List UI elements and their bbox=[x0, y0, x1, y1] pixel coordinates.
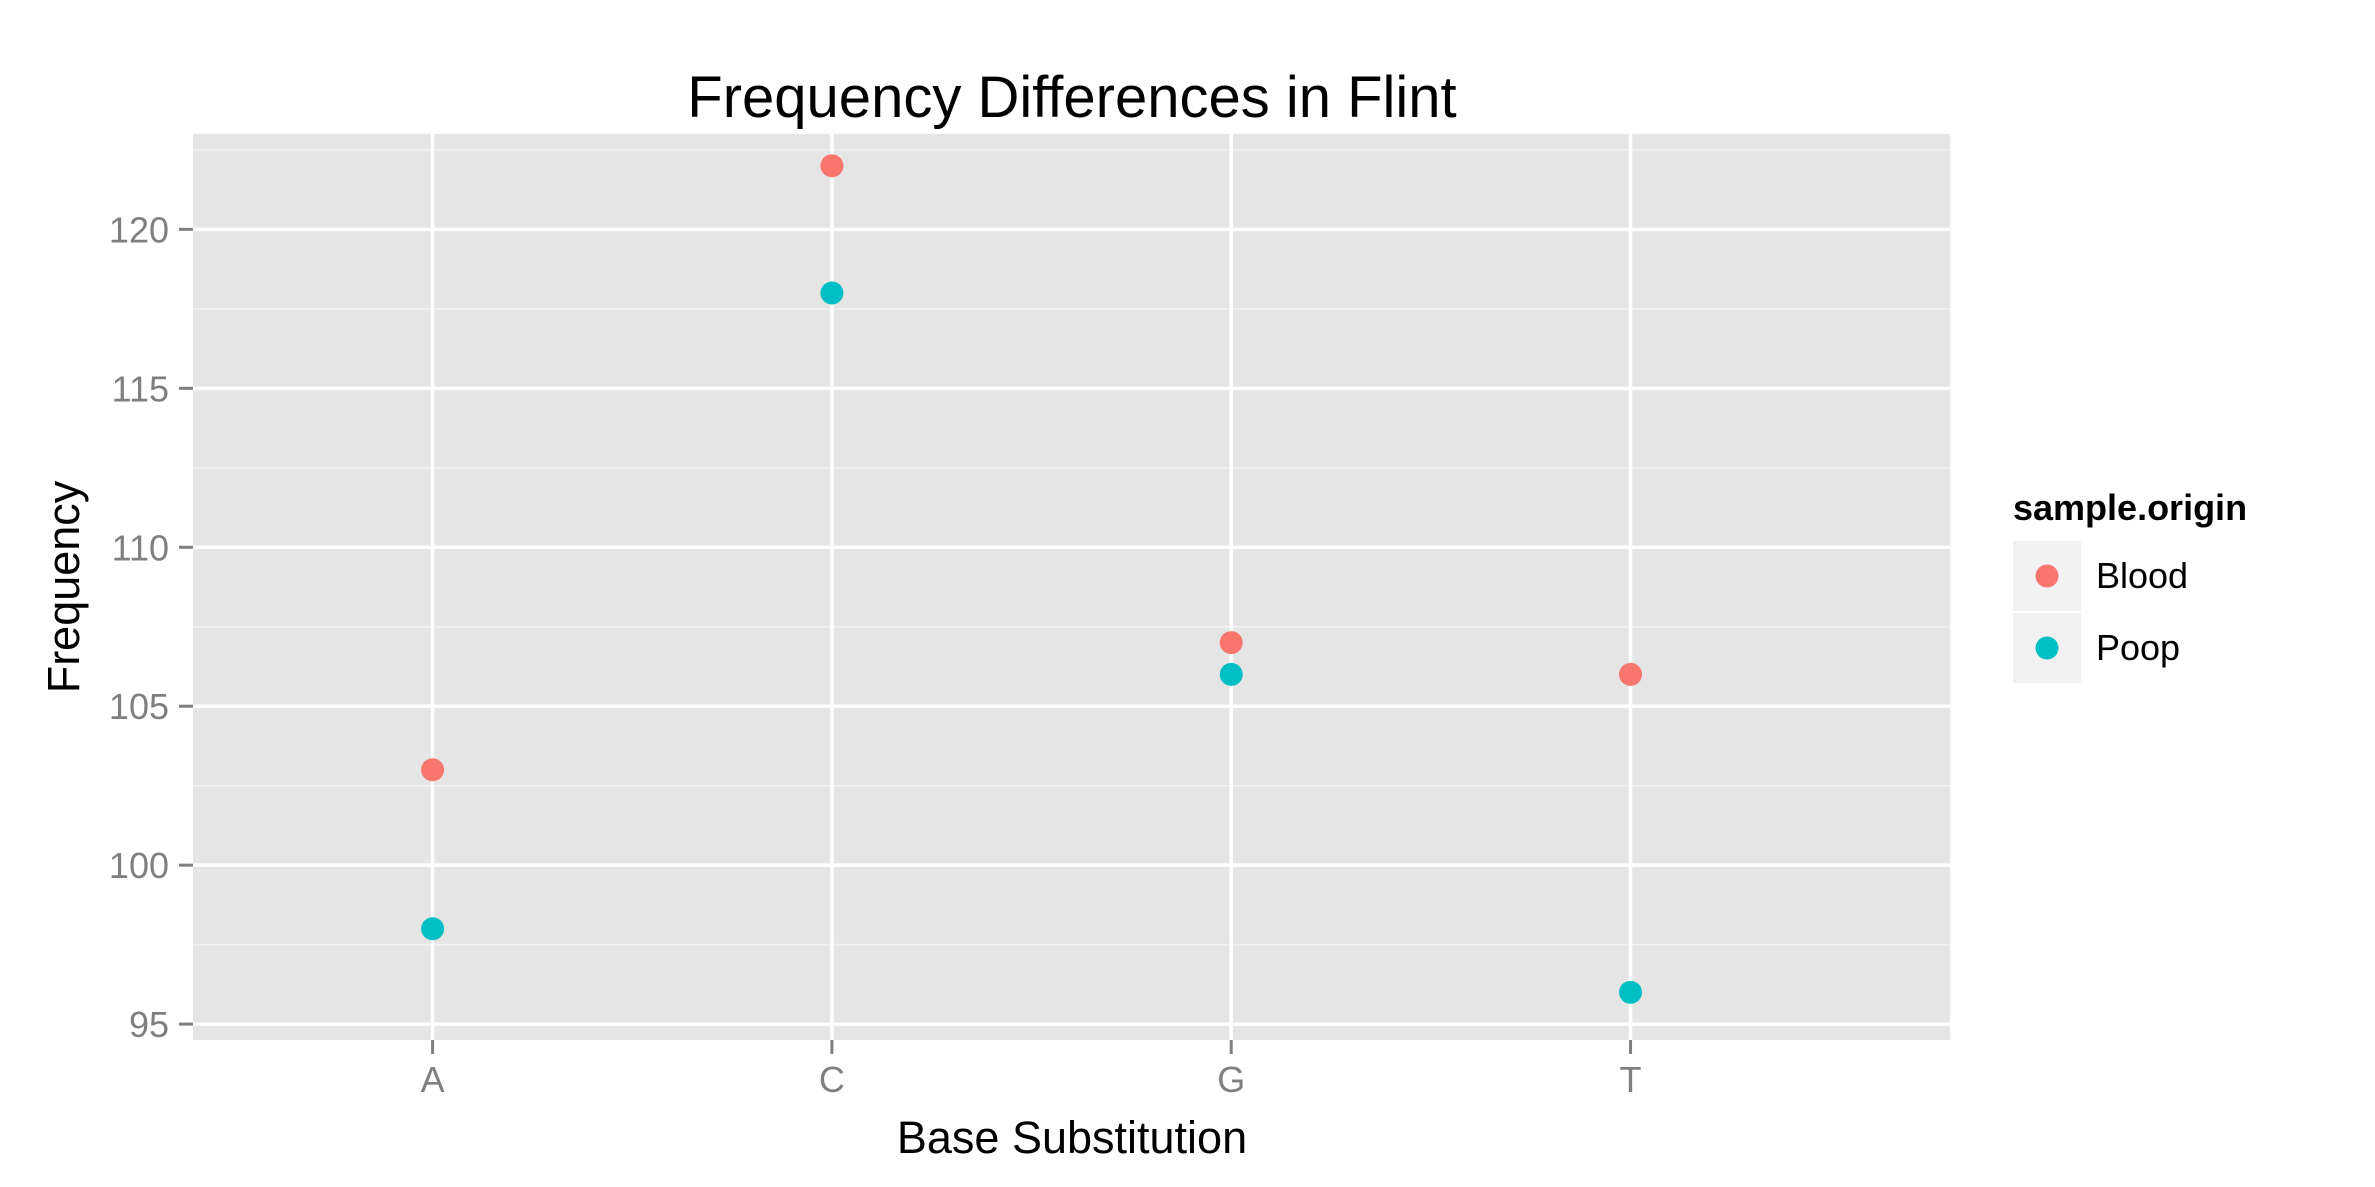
point-blood-c bbox=[820, 154, 844, 178]
major-gridlines bbox=[193, 134, 1950, 1040]
y-tick-label: 110 bbox=[112, 527, 169, 568]
x-tick-label: T bbox=[1620, 1059, 1642, 1100]
x-tick-label: A bbox=[421, 1059, 445, 1100]
point-blood-a bbox=[421, 758, 445, 782]
point-poop-a bbox=[421, 917, 445, 941]
point-poop-g bbox=[1219, 662, 1243, 686]
data-points bbox=[421, 154, 1643, 1004]
plot-panel bbox=[193, 134, 1950, 1040]
legend-key-marker bbox=[2035, 636, 2059, 660]
y-tick-label: 115 bbox=[112, 368, 169, 409]
point-poop-t bbox=[1619, 980, 1643, 1004]
y-tick-label: 105 bbox=[109, 686, 169, 727]
y-tick-label: 120 bbox=[109, 209, 169, 250]
point-blood-g bbox=[1219, 631, 1243, 655]
x-tick-label: G bbox=[1217, 1059, 1245, 1100]
point-poop-c bbox=[820, 281, 844, 305]
chart-title: Frequency Differences in Flint bbox=[687, 65, 1456, 130]
y-axis-title: Frequency bbox=[38, 480, 89, 693]
point-blood-t bbox=[1619, 662, 1643, 686]
legend: sample.origin Blood Poop bbox=[2013, 487, 2247, 683]
legend-label-blood: Blood bbox=[2096, 555, 2188, 596]
legend-key-marker bbox=[2035, 564, 2059, 588]
y-axis: 95 100 105 110 115 120 bbox=[109, 209, 193, 1045]
x-tick-label: C bbox=[819, 1059, 845, 1100]
y-tick-label: 100 bbox=[109, 845, 169, 886]
legend-title: sample.origin bbox=[2013, 487, 2247, 528]
x-axis-title: Base Substitution bbox=[897, 1112, 1247, 1163]
legend-label-poop: Poop bbox=[2096, 627, 2180, 668]
y-tick-label: 95 bbox=[129, 1004, 169, 1045]
minor-gridlines bbox=[193, 149, 1950, 946]
